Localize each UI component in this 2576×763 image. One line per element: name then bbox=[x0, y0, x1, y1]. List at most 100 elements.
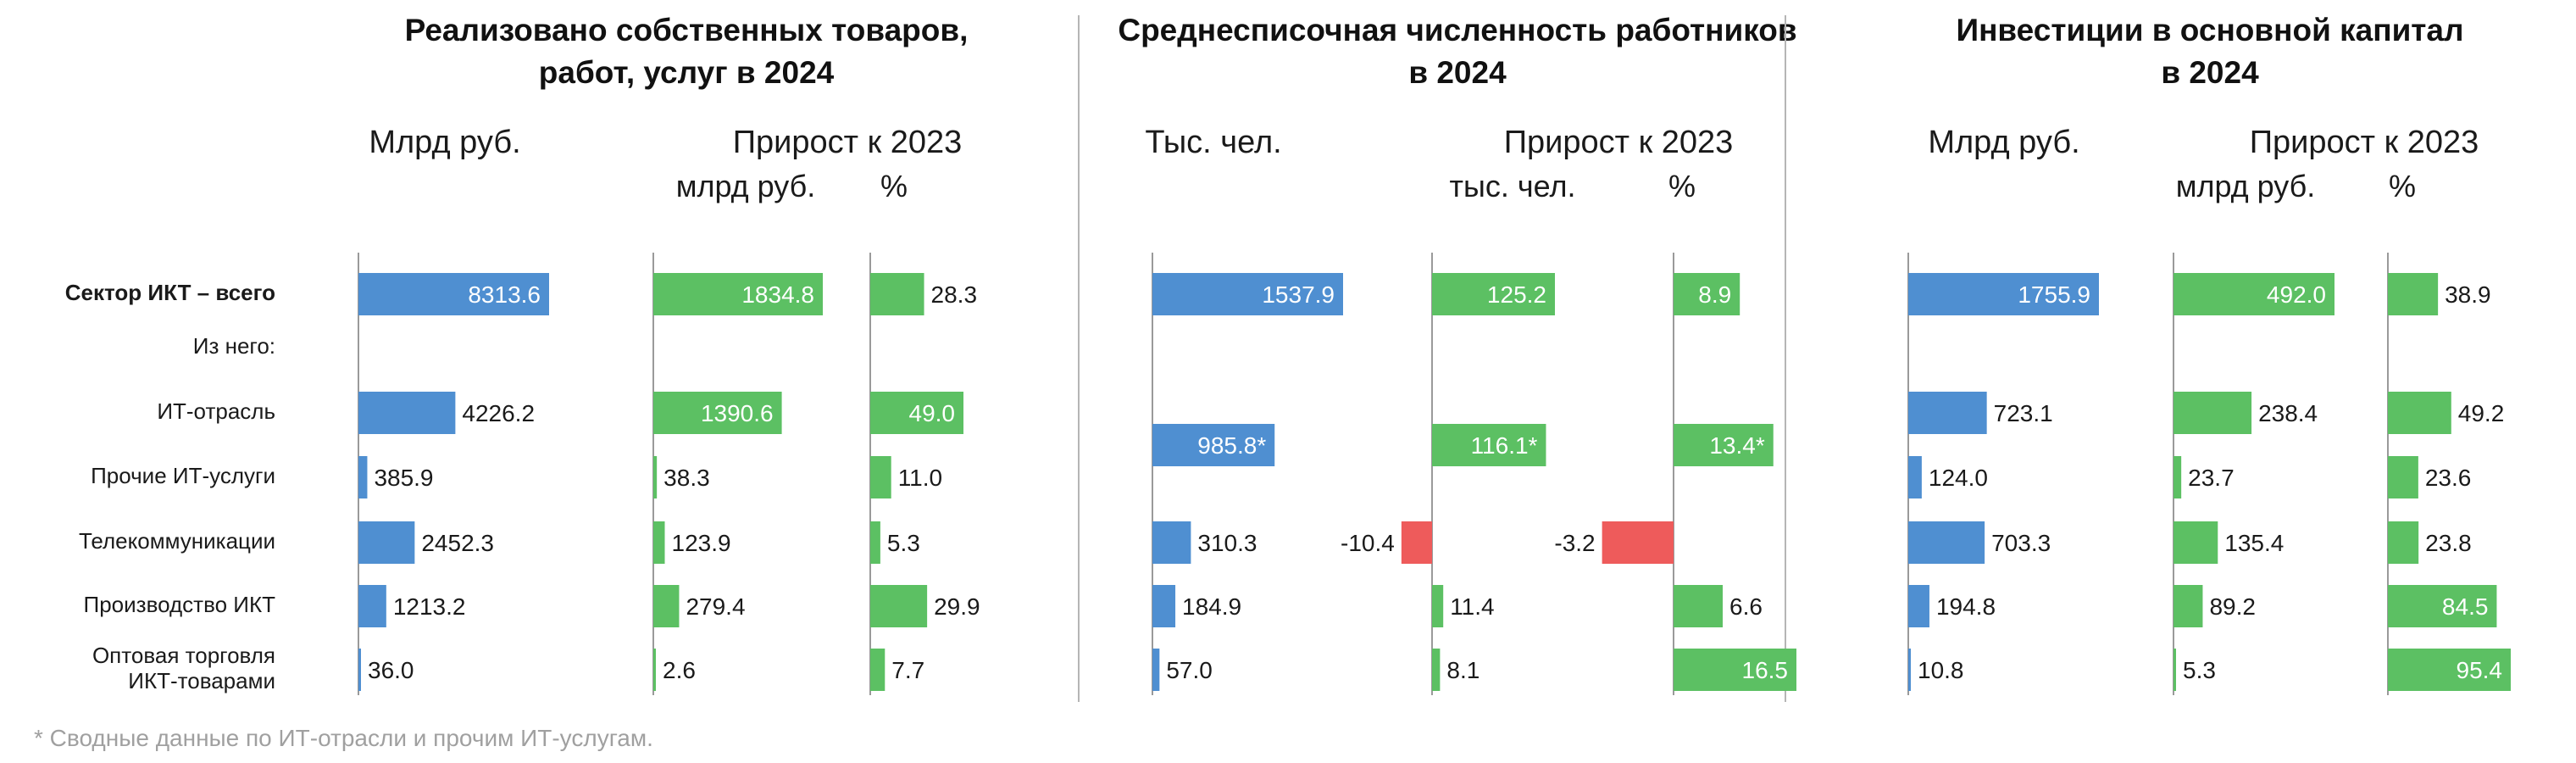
bar bbox=[1602, 521, 1674, 564]
data-label: 1213.2 bbox=[393, 593, 466, 620]
data-label: 125.2 bbox=[1487, 281, 1546, 308]
data-label: 49.0 bbox=[909, 400, 956, 426]
data-column: 8313.6 4226.2 385.9 2452.3 1213.2 36.0 bbox=[358, 253, 549, 695]
data-label: 238.4 bbox=[2258, 400, 2318, 426]
data-label: 8.9 bbox=[1698, 281, 1731, 308]
bar bbox=[653, 585, 680, 627]
bar bbox=[2388, 585, 2497, 627]
bar bbox=[2388, 649, 2511, 691]
row-label-text: Из него: bbox=[193, 333, 275, 359]
column-subheader: % bbox=[1668, 169, 1696, 203]
data-label: 703.3 bbox=[1991, 530, 2051, 556]
bar bbox=[1674, 424, 1774, 466]
bar bbox=[2388, 456, 2418, 498]
data-label: 116.1* bbox=[1471, 432, 1538, 459]
row-label: Сектор ИКТ – всего bbox=[65, 280, 275, 305]
data-label: 5.3 bbox=[887, 530, 920, 556]
data-label: 23.8 bbox=[2425, 530, 2472, 556]
data-label: 13.4* bbox=[1709, 432, 1764, 459]
growth-header: Прирост к 2023 bbox=[733, 125, 963, 160]
row-label: Производство ИКТ bbox=[84, 592, 276, 617]
data-label: 38.9 bbox=[2445, 281, 2491, 308]
row-label-text: ИКТ-товарами bbox=[128, 668, 275, 693]
column-subheader: % bbox=[2389, 169, 2416, 203]
data-label: 29.9 bbox=[934, 593, 980, 620]
bar bbox=[1152, 273, 1343, 315]
panel-title: Среднесписочная численность работников bbox=[1118, 13, 1796, 47]
data-label: 49.2 bbox=[2458, 400, 2505, 426]
bar bbox=[2174, 273, 2334, 315]
bar bbox=[653, 649, 656, 691]
row-label-text: Оптовая торговля bbox=[92, 643, 275, 668]
row-label: Телекоммуникации bbox=[79, 528, 275, 554]
bar bbox=[1152, 424, 1275, 466]
data-label: -10.4 bbox=[1341, 530, 1395, 556]
row-label: Прочие ИТ-услуги bbox=[91, 463, 275, 488]
data-column: 38.9 49.2 23.6 23.8 84.5 95.4 bbox=[2387, 253, 2511, 695]
data-label: 38.3 bbox=[663, 465, 710, 491]
row-label: Из него: bbox=[193, 333, 275, 359]
data-column: 125.2 116.1* -10.4 11.4 8.1 bbox=[1341, 253, 1555, 695]
data-label: 89.2 bbox=[2209, 593, 2256, 620]
bar bbox=[870, 392, 963, 434]
data-label: 10.8 bbox=[1918, 657, 1964, 683]
panel-title: в 2024 bbox=[2161, 55, 2259, 90]
bar bbox=[1152, 521, 1191, 564]
data-label: 36.0 bbox=[368, 657, 414, 683]
panel-title: работ, услуг в 2024 bbox=[539, 55, 835, 90]
growth-header: Прирост к 2023 bbox=[1504, 125, 1734, 160]
data-label: 5.3 bbox=[2183, 657, 2216, 683]
data-label: 385.9 bbox=[374, 465, 433, 491]
bar bbox=[1674, 585, 1723, 627]
row-label-text: ИТ-отрасль bbox=[157, 398, 275, 424]
bar bbox=[1152, 585, 1176, 627]
bar bbox=[2388, 273, 2439, 315]
panel-title: в 2024 bbox=[1408, 55, 1507, 90]
bar bbox=[870, 273, 924, 315]
footnote: * Сводные данные по ИТ-отрасли и прочим … bbox=[34, 725, 653, 751]
bar bbox=[653, 273, 823, 315]
bar bbox=[1152, 649, 1160, 691]
bar bbox=[1432, 585, 1444, 627]
bar bbox=[2174, 456, 2182, 498]
data-label: 194.8 bbox=[1936, 593, 1996, 620]
column-header: Млрд руб. bbox=[1928, 125, 2079, 160]
bar bbox=[1908, 392, 1987, 434]
growth-header: Прирост к 2023 bbox=[2250, 125, 2479, 160]
bar bbox=[2388, 521, 2419, 564]
column-header: Тыс. чел. bbox=[1145, 125, 1281, 160]
row-label-text: Сектор ИКТ – всего bbox=[65, 280, 275, 305]
data-label: 23.6 bbox=[2425, 465, 2472, 491]
column-subheader: млрд руб. bbox=[2176, 169, 2316, 203]
bar bbox=[870, 649, 886, 691]
data-label: 16.5 bbox=[1742, 657, 1789, 683]
bar bbox=[358, 649, 361, 691]
column-subheader: млрд руб. bbox=[676, 169, 816, 203]
data-label: 1390.6 bbox=[701, 400, 774, 426]
bar bbox=[1908, 273, 2099, 315]
panel: Среднесписочная численность работников в … bbox=[1118, 13, 1797, 702]
data-column: 1537.9 985.8* 310.3 184.9 57.0 bbox=[1152, 253, 1343, 695]
data-label: 7.7 bbox=[891, 657, 924, 683]
bar bbox=[653, 521, 665, 564]
data-label: 2452.3 bbox=[421, 530, 494, 556]
data-label: 184.9 bbox=[1182, 593, 1241, 620]
data-label: 8.1 bbox=[1446, 657, 1480, 683]
data-label: 84.5 bbox=[2442, 593, 2489, 620]
data-label: 310.3 bbox=[1197, 530, 1257, 556]
bar bbox=[2388, 392, 2451, 434]
data-label: 28.3 bbox=[931, 281, 978, 308]
panel: Инвестиции в основной капитал в 2024 Млрд … bbox=[1907, 13, 2511, 695]
bar bbox=[1401, 521, 1432, 564]
bar bbox=[1674, 273, 1740, 315]
row-label-text: Прочие ИТ-услуги bbox=[91, 463, 275, 488]
data-label: 57.0 bbox=[1166, 657, 1213, 683]
data-label: 1537.9 bbox=[1262, 281, 1335, 308]
bar bbox=[653, 456, 658, 498]
bar bbox=[1674, 649, 1796, 691]
bar bbox=[1432, 273, 1555, 315]
panel: Реализовано собственных товаров, работ, у… bbox=[358, 13, 1080, 702]
row-label: ИТ-отрасль bbox=[157, 398, 275, 424]
